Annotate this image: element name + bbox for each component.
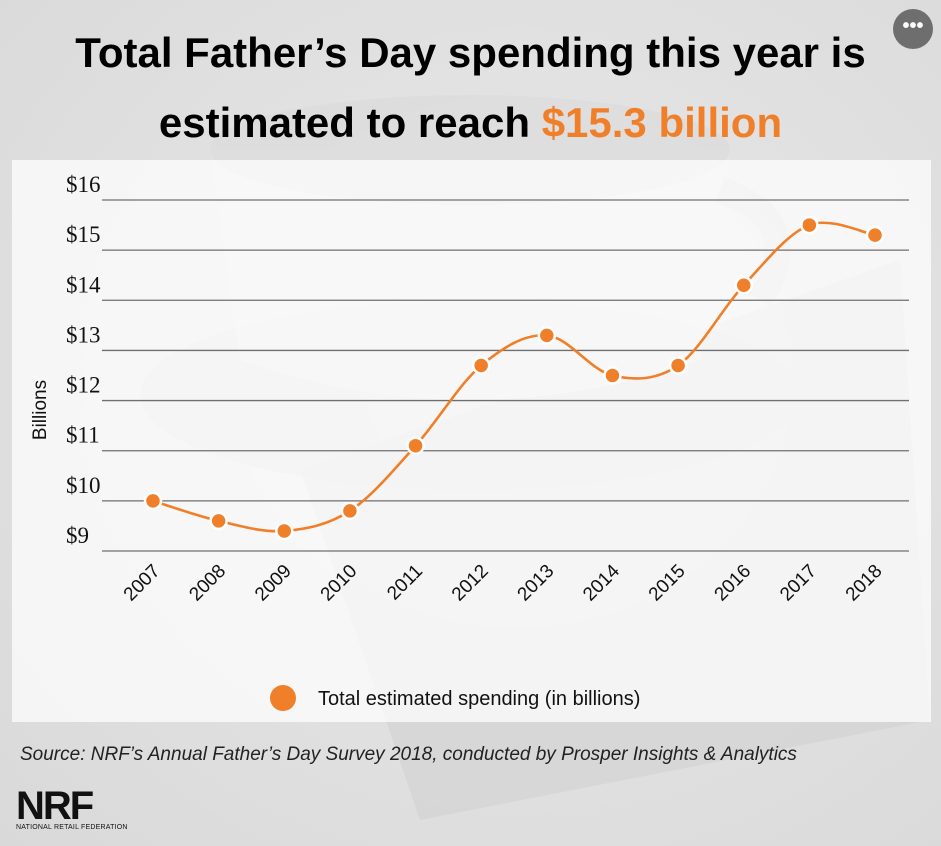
legend-label: Total estimated spending (in billions) — [318, 688, 640, 710]
y-tick-label: $15 — [66, 222, 101, 247]
data-point — [734, 275, 753, 295]
source-note: Source: NRF’s Annual Father’s Day Survey… — [20, 744, 797, 765]
y-tick-label: $14 — [66, 272, 101, 297]
data-point — [471, 356, 491, 375]
data-point — [143, 491, 163, 511]
title-line-1: Total Father’s Day spending this year is — [75, 29, 866, 76]
page-title: Total Father’s Day spending this year is… — [0, 18, 941, 158]
data-point — [209, 511, 228, 531]
x-tick-label: 2008 — [185, 561, 230, 606]
data-point — [800, 215, 819, 235]
x-tick-label: 2018 — [842, 561, 887, 606]
x-tick-label: 2017 — [776, 561, 821, 606]
title-line-2: estimated to reach $15.3 billion — [0, 88, 941, 158]
logo-wordmark: NRF — [16, 784, 94, 828]
data-point — [406, 436, 425, 455]
x-tick-label: 2010 — [317, 561, 362, 606]
x-tick-label: 2011 — [383, 561, 427, 605]
y-tick-label: $16 — [66, 172, 101, 197]
more-options-button[interactable]: ••• — [893, 9, 933, 49]
y-tick-label: $13 — [66, 322, 101, 347]
x-tick-label: 2014 — [579, 560, 624, 605]
x-tick-label: 2016 — [711, 561, 756, 606]
legend-marker — [270, 685, 296, 711]
nrf-logo: NRF NATIONAL RETAIL FEDERATION — [16, 786, 136, 836]
x-tick-label: 2007 — [120, 561, 165, 606]
line-chart: $9 $10 $11 $12 $13 $14 $15 $16 Billions 2007 2008 2… — [30, 172, 909, 711]
x-tick-label: 2013 — [514, 561, 559, 606]
title-highlight: $15.3 billion — [541, 99, 783, 146]
chart-panel: $9 $10 $11 $12 $13 $14 $15 $16 Billions 2007 2008 2… — [12, 160, 931, 722]
data-point — [603, 366, 622, 385]
series-line — [152, 221, 876, 533]
y-tick-label: $10 — [66, 473, 101, 498]
data-point — [668, 356, 688, 375]
data-point — [275, 521, 294, 541]
y-tick-label: $9 — [66, 523, 89, 548]
x-tick-label: 2012 — [448, 561, 493, 606]
data-point — [537, 326, 557, 345]
title-line-2-prefix: estimated to reach — [158, 99, 542, 146]
x-tick-label: 2015 — [645, 561, 690, 606]
x-tick-label: 2009 — [251, 561, 296, 606]
logo-subtitle: NATIONAL RETAIL FEDERATION — [16, 824, 128, 831]
y-axis-label: Billions — [30, 380, 51, 440]
data-point — [865, 225, 885, 245]
y-tick-label: $12 — [66, 373, 101, 398]
y-tick-label: $11 — [66, 423, 100, 448]
data-point — [340, 501, 360, 521]
